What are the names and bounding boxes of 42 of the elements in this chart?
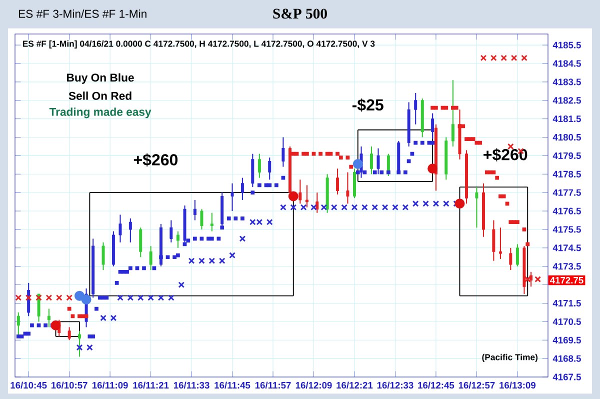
y-tick-label: 4175.5 — [552, 226, 581, 233]
y-tick-label: 4174.5 — [552, 244, 581, 252]
y-tick-label: 4167.5 — [552, 374, 581, 380]
annotation: +$260 — [134, 153, 178, 166]
x-tick-label: 16/10:45 — [10, 382, 47, 389]
x-tick-label: 16/10:57 — [51, 382, 88, 389]
y-tick-label: 4179.5 — [552, 152, 581, 159]
y-tick-label: 4173.5 — [552, 263, 581, 270]
annotation: +$260 — [484, 148, 528, 162]
y-tick-label: 4182.5 — [552, 97, 581, 104]
annotation: ES #F [1-Min] 04/16/21 0.0000 C 4172.7500, H 4172.7500, L 4172.7500, O 4172.7500, V 3 — [22, 40, 375, 48]
y-tick-label: 4169.5 — [552, 336, 581, 344]
x-tick-label: 16/11:57 — [255, 382, 291, 389]
annotation: Buy On Blue — [67, 73, 134, 84]
x-tick-label: 16/11:09 — [92, 382, 128, 389]
y-tick-label: 4184.5 — [552, 60, 581, 67]
y-tick-label: 4178.5 — [552, 170, 581, 178]
x-tick-label: 16/11:33 — [174, 382, 210, 389]
text: 4172.75 — [550, 276, 584, 284]
annotation: -$25 — [352, 98, 384, 112]
y-tick-label: 4177.5 — [552, 189, 581, 196]
y-tick-label: 4185.5 — [552, 42, 581, 48]
x-tick-label: 16/12:33 — [377, 382, 414, 389]
x-tick-label: 16/12:45 — [418, 382, 454, 389]
y-tick-label: 4181.5 — [552, 116, 581, 122]
y-tick-label: 4170.5 — [552, 318, 581, 325]
x-tick-label: 16/13:09 — [500, 382, 536, 389]
x-tick-label: 16/12:09 — [296, 382, 332, 389]
x-tick-label: 16/12:57 — [458, 382, 495, 389]
y-tick-label: 4183.5 — [552, 78, 581, 86]
chart-title: S&P 500 — [273, 8, 327, 19]
annotation: Sell On Red — [68, 92, 132, 100]
x-tick-label: 16/11:45 — [214, 382, 250, 389]
x-tick-label: 16/12:21 — [336, 382, 373, 389]
y-tick-label: 4168.5 — [552, 355, 581, 362]
x-tick-label: 16/11:21 — [133, 382, 169, 389]
annotation: Trading made easy — [49, 108, 152, 118]
y-tick-label: 4176.5 — [552, 208, 581, 214]
annotation: (Pacific Time) — [482, 354, 538, 362]
y-tick-label: 4171.5 — [552, 300, 581, 306]
y-tick-label: 4180.5 — [552, 134, 581, 141]
chart-subtitle: ES #F 3-Min/ES #F 1-Min — [18, 9, 146, 18]
